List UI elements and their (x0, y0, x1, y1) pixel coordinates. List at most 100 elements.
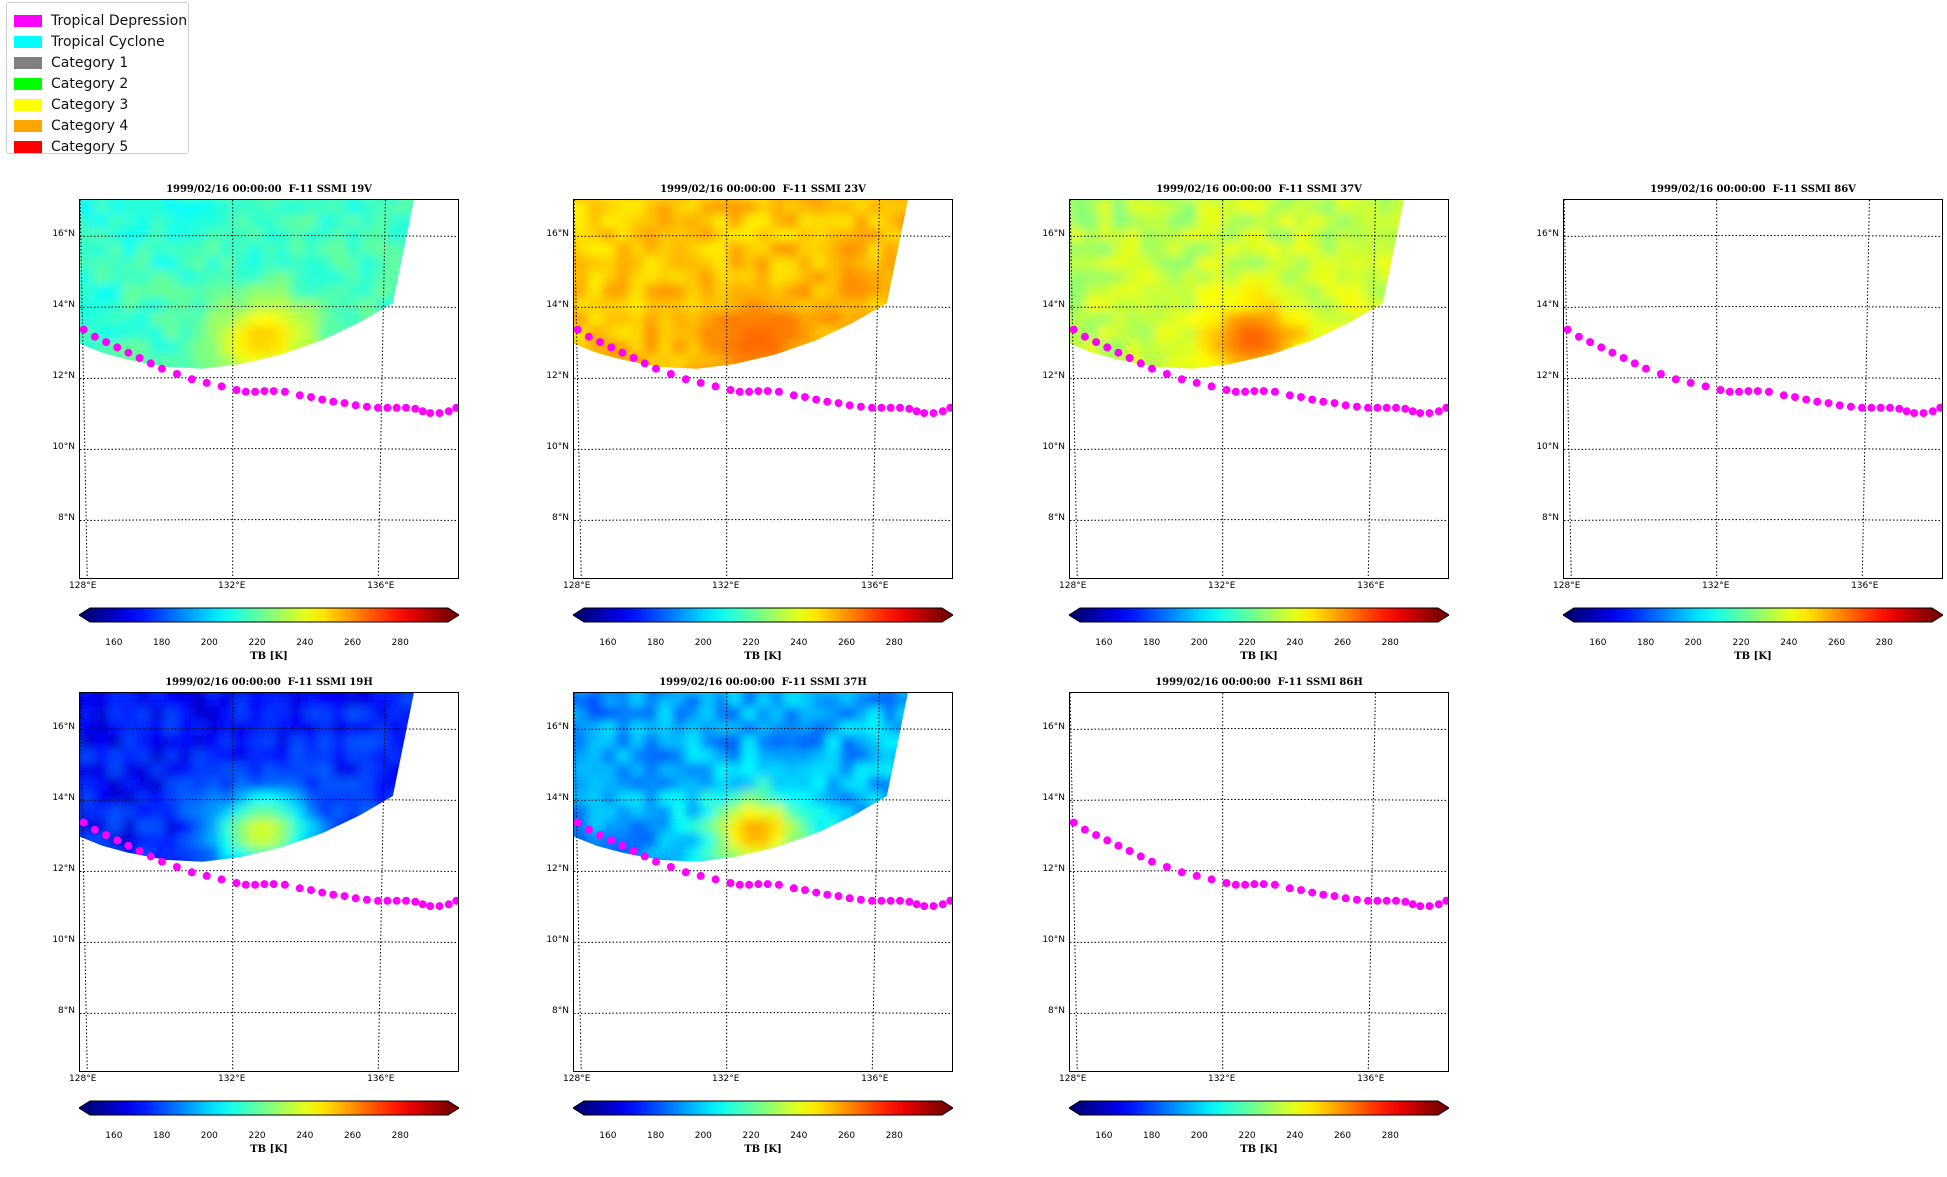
track-point (774, 387, 783, 396)
colorbar-tick-label: 180 (1143, 1131, 1161, 1141)
legend-label: Tropical Cyclone (51, 33, 165, 50)
track-point (269, 387, 278, 396)
track-point (102, 338, 111, 347)
track-point (1716, 386, 1725, 394)
lon-label: 136°E (861, 581, 889, 591)
colorbar-tick-label: 240 (1286, 638, 1304, 648)
panel-title: 1999/02/16 00:00:00 F-11 SSMI 19V (166, 184, 372, 195)
track-point (1408, 407, 1417, 416)
track-point (426, 902, 435, 911)
track-point (318, 888, 327, 897)
track-point (801, 886, 809, 895)
colorbar-tick-label: 240 (296, 638, 314, 648)
panel-title: 1999/02/16 00:00:00 F-11 SSMI 23V (660, 184, 866, 195)
lat-label: 8°N (1542, 512, 1559, 523)
track-point (411, 897, 420, 906)
map-panel-19v: 1999/02/16 00:00:00 F-11 SSMI 19V 8°N 10°N… (0, 184, 470, 684)
track-point (329, 890, 338, 899)
lat-label: 10°N (52, 934, 75, 945)
track-point (1701, 382, 1710, 391)
track-point (392, 403, 401, 412)
track-point (1207, 875, 1216, 884)
track-point (812, 888, 821, 897)
track-point (877, 896, 886, 905)
track-point (1382, 896, 1391, 905)
track-point (102, 831, 111, 840)
track-point (402, 403, 410, 412)
colorbar-tick-label: 200 (1684, 638, 1702, 648)
track-point (1103, 836, 1112, 845)
track-point (1642, 364, 1650, 373)
track-point (1270, 880, 1279, 889)
legend-item: Category 2 (14, 73, 188, 94)
map-frame (573, 692, 953, 1072)
legend-label: Category 5 (51, 138, 129, 155)
track-point (912, 407, 921, 416)
colorbar-tick-label: 220 (248, 1131, 266, 1141)
track-point (938, 407, 947, 416)
colorbar-label: TB [K] (744, 651, 782, 662)
track-point (158, 364, 166, 373)
track-point (374, 896, 382, 905)
colorbar-tick-label: 200 (200, 638, 218, 648)
track-point (444, 407, 453, 416)
track-point (418, 900, 427, 909)
colorbar-tick-label: 240 (790, 638, 808, 648)
track-point (1259, 387, 1268, 396)
track-point (834, 399, 843, 408)
lon-label: 132°E (1208, 1074, 1236, 1084)
track-point (774, 880, 783, 889)
legend-label: Tropical Depression (51, 12, 188, 29)
track-point (135, 847, 144, 855)
track-point (329, 397, 338, 406)
lon-label: 128°E (563, 1074, 591, 1084)
track-point (90, 332, 99, 341)
track-point (856, 895, 865, 904)
track-point (834, 892, 843, 901)
track-point (1630, 359, 1639, 368)
track-point (1114, 348, 1123, 357)
colorbar-tick-label: 160 (1095, 638, 1113, 648)
track-point (1231, 880, 1240, 889)
track-point (696, 378, 705, 387)
lat-label: 10°N (1042, 441, 1065, 452)
track-point (640, 359, 649, 368)
legend-item: Tropical Depression (14, 10, 188, 31)
track-point (241, 880, 250, 889)
track-point (845, 894, 854, 903)
track-point (1364, 896, 1372, 905)
legend-swatch (14, 56, 42, 69)
map-panel-19h: 1999/02/16 00:00:00 F-11 SSMI 19H 8°N 10°N… (0, 677, 470, 1177)
lon-label: 136°E (1851, 581, 1879, 591)
track-point (886, 896, 895, 905)
track-point (435, 902, 444, 911)
track-point (1936, 403, 1942, 412)
colorbar-tick-label: 160 (105, 1131, 123, 1141)
track-point (1876, 403, 1885, 412)
lat-label: 12°N (1042, 370, 1065, 381)
lat-label: 16°N (52, 228, 75, 239)
lat-label: 8°N (58, 512, 75, 523)
track-point (251, 387, 260, 396)
colorbar-label: TB [K] (1734, 651, 1772, 662)
track-point (1895, 404, 1904, 413)
lon-label: 132°E (218, 1074, 246, 1084)
track-point (1330, 892, 1339, 901)
track-point (202, 871, 211, 880)
track-point (1259, 880, 1268, 889)
colorbar-tick-label: 220 (1732, 638, 1750, 648)
lon-label: 128°E (1059, 581, 1087, 591)
track-point (1686, 378, 1695, 387)
track-point (260, 880, 269, 889)
track-point (607, 343, 616, 352)
lat-label: 16°N (1042, 721, 1065, 732)
lat-label: 8°N (552, 1005, 569, 1016)
lat-label: 8°N (58, 1005, 75, 1016)
track-point (260, 387, 269, 396)
track-point (217, 382, 226, 391)
lon-label: 136°E (367, 1074, 395, 1084)
track-point (920, 902, 929, 911)
track-point (452, 896, 458, 905)
track-point (1442, 896, 1448, 905)
track-point (905, 897, 914, 906)
